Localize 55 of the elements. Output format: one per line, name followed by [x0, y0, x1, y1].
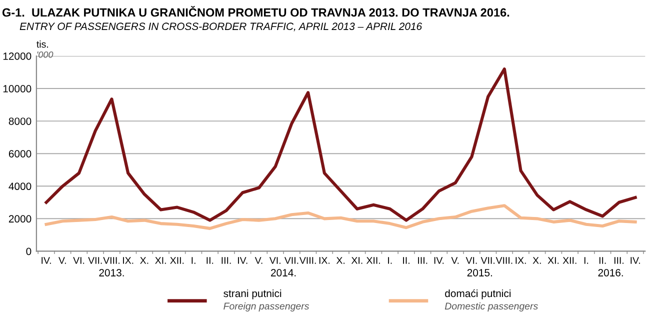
x-tick-label: V.	[254, 257, 262, 264]
y-tick-label: 4000	[8, 182, 32, 190]
line-series	[44, 67, 637, 222]
chart-title: G-1. ULAZAK PUTNIKA U GRANIČNOM PROMETU OD TRAVNJA 2013. DO TRAVNJA 2016.	[2, 6, 510, 17]
x-tick-label: IX.	[123, 257, 134, 264]
x-tick-label: VII.	[480, 257, 494, 264]
x-tick-label: II.	[206, 257, 214, 264]
x-tick-label: VI.	[73, 257, 84, 264]
x-tick-label: VIII.	[299, 257, 316, 264]
x-tick-label: VI.	[466, 257, 477, 264]
x-tick-label: IV.	[238, 257, 248, 264]
text: 2015.	[467, 269, 492, 276]
text: 2014.	[271, 269, 296, 276]
x-tick-label: I.	[584, 257, 588, 264]
x-tick-label: V.	[58, 257, 66, 264]
x-tick-label: I.	[192, 257, 196, 264]
x-tick-label: X.	[532, 257, 541, 264]
x-tick-label: VIII.	[103, 257, 120, 264]
x-tick-label: XI.	[548, 257, 559, 264]
y-tick-label: 6000	[8, 150, 32, 158]
x-tick-label: II.	[403, 257, 410, 264]
x-tick-label: X.	[140, 257, 148, 264]
x-tick-label: IX.	[516, 257, 526, 264]
x-tick-label: XI.	[155, 257, 166, 264]
x-tick-label: XII.	[170, 257, 184, 264]
x-tick-label: III.	[614, 257, 624, 264]
line-series	[44, 204, 637, 230]
x-tick-label: IV.	[42, 257, 51, 264]
y-tick-label: 8000	[8, 118, 32, 125]
x-tick-label: I.	[388, 257, 392, 264]
y-tick-label: 0	[26, 248, 32, 256]
legend-label: domaći putnici Domestic passengers	[444, 289, 538, 312]
x-tick-label: IV.	[434, 257, 444, 264]
x-tick-label: IX.	[319, 257, 330, 264]
x-tick-label: III.	[418, 257, 428, 264]
x-tick-label: XI.	[351, 257, 362, 264]
y-tick-label: 12000	[3, 52, 32, 60]
x-tick-label: X.	[336, 257, 345, 264]
y-tick-label: 10000	[3, 85, 32, 92]
x-tick-label: V.	[451, 257, 459, 264]
chart-subtitle: ENTRY OF PASSENGERS IN CROSS-BORDER TRAFFIC, APRIL 2013 – APRIL 2016	[20, 22, 422, 32]
x-tick-label: VII.	[88, 257, 102, 264]
x-tick-label: VII.	[284, 257, 298, 264]
x-tick-label: XII.	[366, 257, 380, 264]
x-tick-label: II.	[599, 257, 606, 264]
x-tick-label: VIII.	[496, 257, 512, 264]
x-tick-label: XII.	[562, 257, 576, 264]
x-tick-label: III.	[222, 257, 231, 264]
x-tick-label: IV.	[630, 257, 640, 264]
y-tick-label: 2000	[8, 215, 32, 223]
text: 2016.	[598, 269, 623, 276]
legend-label: strani putnici Foreign passengers	[224, 289, 310, 312]
text: 2013.	[99, 269, 124, 276]
y-axis-title: tis. '000	[36, 40, 54, 58]
x-tick-label: VI.	[269, 257, 280, 264]
